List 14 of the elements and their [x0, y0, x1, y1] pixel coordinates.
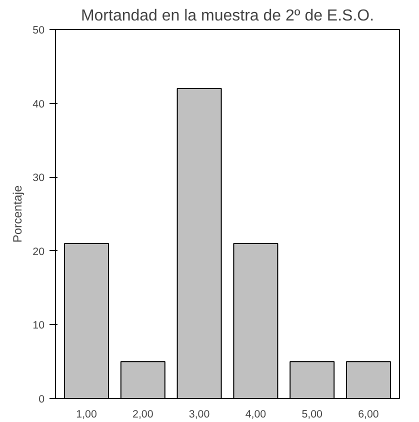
y-tick-label: 20 — [32, 246, 45, 258]
x-tick-label: 2,00 — [132, 408, 154, 420]
x-tick-label: 3,00 — [188, 408, 210, 420]
x-tick-label: 4,00 — [245, 408, 266, 420]
x-tick-label: 1,00 — [76, 408, 97, 420]
y-tick-label: 10 — [32, 320, 45, 332]
y-tick-label: 30 — [32, 172, 45, 184]
y-axis-title: Porcentaje — [10, 184, 25, 243]
y-tick-label: 40 — [32, 98, 45, 110]
chart-title: Mortandad en la muestra de 2º de E.S.O. — [80, 8, 374, 24]
y-tick-label: 0 — [38, 394, 45, 406]
y-tick-label: 50 — [32, 24, 45, 36]
x-tick-label: 5,00 — [302, 408, 323, 420]
x-tick-label: 6,00 — [358, 408, 379, 420]
